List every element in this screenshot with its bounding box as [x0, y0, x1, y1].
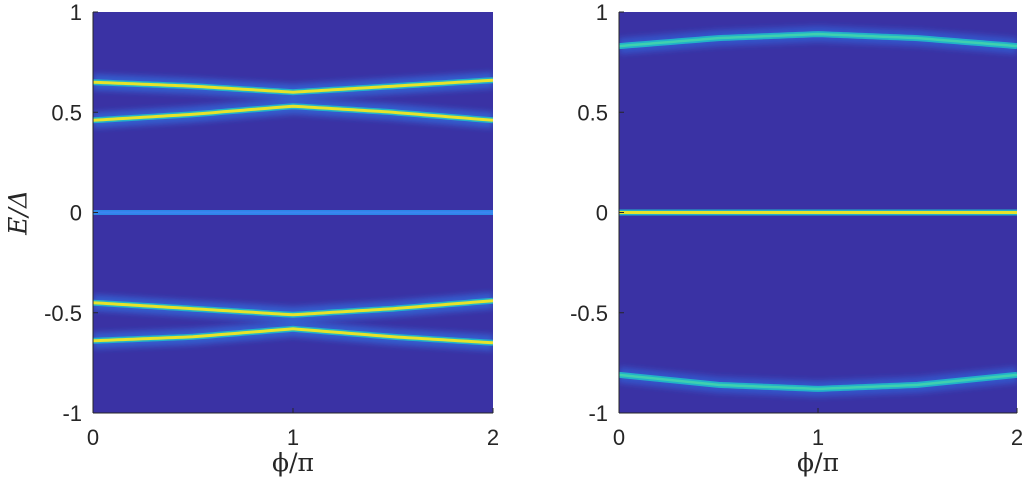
x-tick-label: 1	[287, 425, 299, 450]
energy-levels	[619, 26, 1017, 397]
energy-level-5	[93, 320, 493, 351]
energy-level-2	[93, 98, 493, 129]
energy-level-4	[93, 292, 493, 323]
x-tick-label: 2	[487, 425, 499, 450]
y-tick-label: -0.5	[44, 301, 82, 326]
y-tick-label: 1	[70, 0, 82, 25]
y-tick-label: 0	[596, 201, 608, 226]
energy-level-1	[93, 72, 493, 101]
y-tick-label: 0	[70, 201, 82, 226]
y-tick-label: 0.5	[577, 100, 608, 125]
energy-levels	[93, 72, 493, 351]
heatmap-panel-right: 0 1 2 1 0.5 0 -0.5 -1 ϕ/π	[570, 0, 1023, 477]
axes: 0 1 2 1 0.5 0 -0.5 -1	[570, 0, 1023, 450]
x-axis-label: ϕ/π	[797, 448, 839, 477]
y-tick-label: -1	[62, 401, 82, 426]
x-tick-label: 0	[87, 425, 99, 450]
x-tick-label: 0	[613, 425, 625, 450]
y-tick-label: 0.5	[51, 100, 82, 125]
x-tick-label: 1	[812, 425, 824, 450]
energy-level-1	[619, 26, 1017, 55]
energy-level-3	[619, 366, 1017, 397]
y-tick-label: -0.5	[570, 301, 608, 326]
x-tick-label: 2	[1011, 425, 1023, 450]
x-axis-label: ϕ/π	[272, 448, 314, 477]
y-tick-label: -1	[588, 401, 608, 426]
axes: 0 1 2 1 0.5 0 -0.5 -1	[44, 0, 499, 450]
y-axis-label: E/Δ	[4, 190, 33, 236]
heatmap-panel-left: 0 1 2 1 0.5 0 -0.5 -1 ϕ/π E/Δ	[4, 0, 500, 477]
y-tick-label: 1	[596, 0, 608, 25]
